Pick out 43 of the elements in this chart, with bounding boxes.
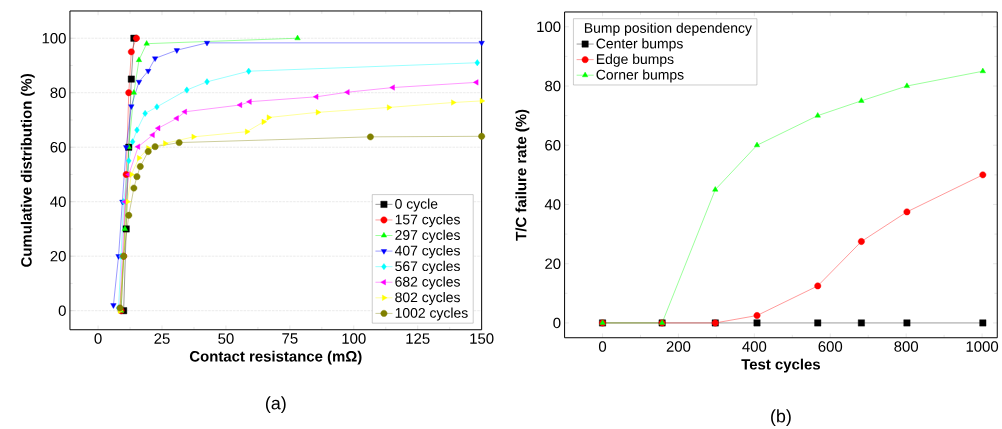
y-axis-title: T/C failure rate (%) bbox=[515, 109, 530, 241]
x-tick-label: 50 bbox=[218, 333, 234, 344]
y-tick-label: 20 bbox=[50, 250, 66, 262]
legend-label: 567 cycles bbox=[395, 260, 460, 274]
x-tick-label: 75 bbox=[282, 333, 298, 344]
x-tick-label: 150 bbox=[470, 333, 494, 344]
x-tick-label: 0 bbox=[94, 333, 102, 344]
legend-label: Corner bumps bbox=[596, 69, 684, 83]
legend-label: Center bumps bbox=[596, 38, 683, 52]
x-tick-label: 1000 bbox=[966, 341, 999, 352]
x-tick-label: 200 bbox=[666, 341, 691, 352]
x-tick-label: 600 bbox=[818, 341, 843, 352]
legend-label: 1002 cycles bbox=[395, 307, 468, 321]
legend-label: 0 cycle bbox=[395, 198, 438, 212]
legend-label: 157 cycles bbox=[395, 213, 460, 227]
x-tick-label: 25 bbox=[154, 333, 170, 344]
y-tick-label: 60 bbox=[545, 139, 561, 151]
text: (a) bbox=[265, 396, 286, 413]
x-axis-title: Contact resistance (mΩ) bbox=[189, 350, 362, 365]
legend-title: Bump position dependency bbox=[584, 22, 752, 36]
y-tick-label: 100 bbox=[537, 21, 561, 32]
y-tick-label: 40 bbox=[50, 196, 66, 207]
text: (b) bbox=[771, 409, 791, 426]
legend-label: 297 cycles bbox=[395, 229, 460, 243]
y-tick-label: 40 bbox=[544, 199, 561, 210]
legend-label: 682 cycles bbox=[395, 276, 460, 290]
y-tick-label: 0 bbox=[58, 305, 66, 316]
legend-label: 802 cycles bbox=[395, 291, 460, 305]
y-tick-label: 60 bbox=[50, 141, 66, 153]
legend-label: Edge bumps bbox=[596, 53, 674, 67]
y-tick-label: 80 bbox=[50, 87, 66, 98]
x-tick-label: 800 bbox=[894, 341, 919, 352]
x-axis-title: Test cycles bbox=[741, 358, 820, 373]
y-tick-label: 100 bbox=[42, 32, 66, 44]
x-tick-label: 125 bbox=[406, 333, 430, 344]
y-axis-title: Cumulative distribution (%) bbox=[20, 73, 35, 267]
y-tick-label: 80 bbox=[545, 80, 561, 92]
legend-label: 407 cycles bbox=[394, 245, 460, 259]
x-tick-label: 400 bbox=[742, 341, 767, 352]
y-tick-label: 0 bbox=[553, 317, 561, 329]
y-tick-label: 20 bbox=[545, 258, 561, 269]
x-tick-label: 100 bbox=[342, 333, 366, 344]
x-tick-label: 0 bbox=[598, 341, 607, 352]
